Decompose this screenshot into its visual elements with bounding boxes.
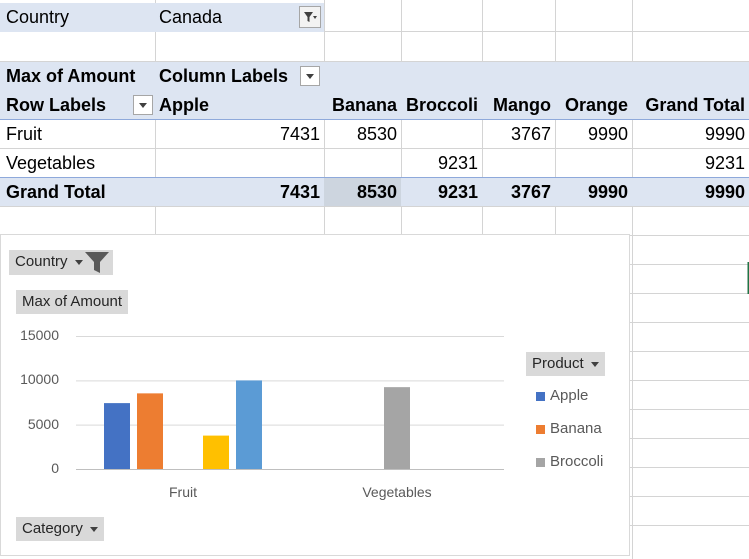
grand-total-broccoli: 9231 — [437, 182, 478, 202]
product-legend-button[interactable]: Product — [526, 352, 605, 376]
legend-item-banana: Banana — [550, 420, 602, 437]
bar-fruit-mango[interactable] — [203, 435, 229, 469]
column-header-broccoli: Broccoli — [405, 95, 478, 115]
country-filter-button[interactable]: Country — [9, 250, 113, 275]
legend-swatch-banana — [536, 425, 545, 434]
column-header-grand-total: Grand Total — [645, 95, 745, 115]
grand-total-label: Grand Total — [6, 182, 106, 202]
grand-total-apple: 7431 — [279, 182, 320, 202]
bar-vegetables-broccoli[interactable] — [384, 387, 410, 469]
report-filter-value: Canada — [159, 7, 223, 27]
row-label-fruit: Fruit — [6, 124, 42, 144]
y-tick-label: 5000 — [27, 415, 59, 432]
category-label-vegetables: Vegetables — [362, 484, 432, 500]
cell-fruit-apple: 7431 — [279, 124, 320, 144]
cell-vegetables-broccoli: 9231 — [437, 153, 478, 173]
column-header-orange: Orange — [564, 95, 628, 115]
y-tick-label: 10000 — [20, 371, 59, 388]
legend-item-broccoli: Broccoli — [550, 453, 604, 470]
chevron-down-icon — [590, 361, 599, 367]
report-filter-button[interactable] — [299, 6, 321, 28]
y-tick-label: 0 — [51, 460, 59, 476]
grand-total-orange: 9990 — [587, 182, 628, 202]
bar-fruit-orange[interactable] — [236, 380, 262, 469]
bar-fruit-apple[interactable] — [104, 403, 130, 469]
bar-fruit-banana[interactable] — [137, 393, 163, 469]
row-labels-dropdown[interactable] — [133, 95, 153, 115]
grand-total-mango: 3767 — [510, 182, 551, 202]
selected-cell-highlight — [324, 178, 401, 206]
category-axis-button[interactable]: Category — [16, 517, 104, 541]
legend-swatch-broccoli — [536, 458, 545, 467]
column-labels-header: Column Labels — [159, 66, 289, 86]
legend-swatch-apple — [536, 392, 545, 401]
cell-fruit-orange: 9990 — [587, 124, 628, 144]
category-label-fruit: Fruit — [169, 484, 197, 500]
grand-total-banana[interactable]: 8530 — [356, 182, 397, 202]
cell-fruit-banana: 8530 — [356, 124, 397, 144]
column-header-banana: Banana — [331, 95, 397, 115]
filter-funnel-icon — [84, 252, 109, 273]
chevron-down-icon — [74, 259, 83, 265]
column-header-mango: Mango — [493, 95, 551, 115]
plot-area — [76, 336, 504, 470]
cell-vegetables-grand-total: 9231 — [704, 153, 745, 173]
cell-fruit-mango: 3767 — [510, 124, 551, 144]
cell-fruit-grand-total: 9990 — [704, 124, 745, 144]
country-filter-label: Country — [15, 253, 68, 270]
row-labels-header: Row Labels — [6, 95, 107, 115]
column-labels-dropdown[interactable] — [300, 66, 320, 86]
grand-total-grand-total: 9990 — [704, 182, 745, 202]
value-header: Max of Amount — [6, 66, 136, 86]
category-axis-label: Category — [22, 520, 83, 537]
legend-item-apple: Apple — [550, 387, 589, 404]
chevron-down-icon — [89, 526, 98, 532]
product-legend-label: Product — [532, 355, 584, 372]
report-filter-label: Country — [6, 7, 70, 27]
column-header-apple: Apple — [159, 95, 210, 115]
y-tick-label: 15000 — [20, 327, 59, 343]
filter-icon — [304, 12, 317, 22]
value-field-button[interactable]: Max of Amount — [16, 290, 129, 314]
pivot-chart[interactable]: Country Max of Amount 15000 10000 5000 0 Fr… — [0, 234, 630, 556]
row-label-vegetables: Vegetables — [6, 153, 96, 173]
